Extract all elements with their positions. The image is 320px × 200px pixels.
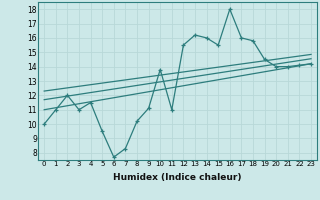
X-axis label: Humidex (Indice chaleur): Humidex (Indice chaleur) [113,173,242,182]
